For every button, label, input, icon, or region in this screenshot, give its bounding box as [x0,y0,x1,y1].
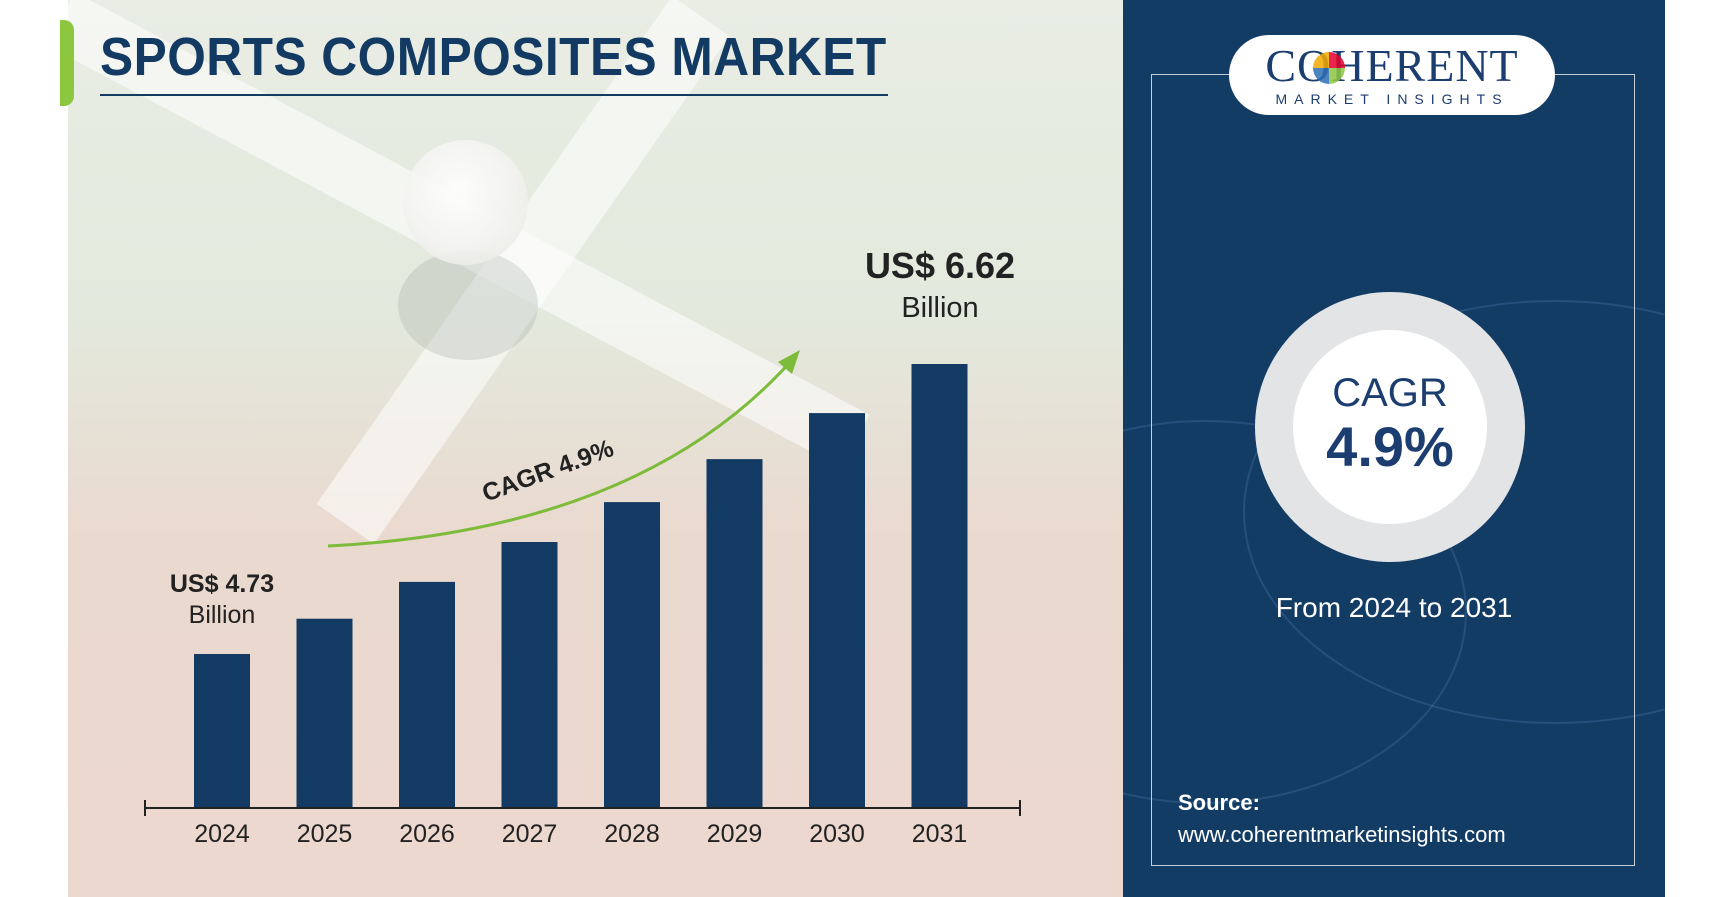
logo-name: COHERENT [1265,40,1519,91]
source-label: Source: [1178,790,1260,815]
forecast-period: From 2024 to 2031 [1275,592,1513,623]
cagr-arrow-label: CAGR 4.9% [478,434,617,507]
logo-globe-icon [1313,52,1345,84]
logo: COHERENT MARKET INSIGHTS [1229,35,1555,115]
x-tick-label: 2027 [502,820,558,848]
title-accent-bar [60,20,74,106]
bar-2026 [399,581,455,808]
page-title: SPORTS COMPOSITES MARKET [100,27,887,87]
title-underline [100,94,888,96]
bar-2028 [604,502,660,808]
source-url: www.coherentmarketinsights.com [1178,822,1506,847]
ball-shadow-decoration [398,250,538,360]
cagr-arrowhead [778,350,800,374]
x-tick-label: 2026 [399,820,455,848]
x-tick-label: 2029 [707,820,763,848]
start-value-label: US$ 4.73 [170,570,274,598]
bar-2027 [501,541,558,808]
bars-layer [194,364,968,808]
cagr-badge: CAGR 4.9% [1255,292,1525,562]
tick-labels-layer: 2024 2025 2026 2027 2028 2029 2030 2031 [194,820,967,848]
x-tick-label: 2028 [604,820,660,848]
end-value-label: US$ 6.62 [865,245,1015,286]
cagr-badge-inner: CAGR 4.9% [1293,330,1487,524]
bar-2025 [296,618,353,808]
cagr-label: CAGR [1332,371,1448,415]
x-tick-label: 2031 [912,820,968,848]
bar-2024 [194,654,250,808]
summary-panel: COHERENT MARKET INSIGHTS CAGR 4.9% From … [1123,0,1665,897]
start-value-unit: Billion [189,601,256,629]
bar-2031 [911,364,968,808]
tennis-ball-decoration [403,140,528,265]
cagr-arrow [327,358,794,548]
x-tick-label: 2024 [194,820,250,848]
bar-2030 [809,413,865,808]
x-tick-label: 2030 [809,820,865,848]
end-value-unit: Billion [901,292,978,324]
cagr-value: 4.9% [1326,415,1454,478]
bar-chart: 2024 2025 2026 2027 2028 2029 2030 2031 CAGR 4.… [144,245,1021,848]
x-tick-label: 2025 [297,820,353,848]
bar-2029 [706,459,763,808]
logo-subtitle: MARKET INSIGHTS [1275,91,1509,107]
